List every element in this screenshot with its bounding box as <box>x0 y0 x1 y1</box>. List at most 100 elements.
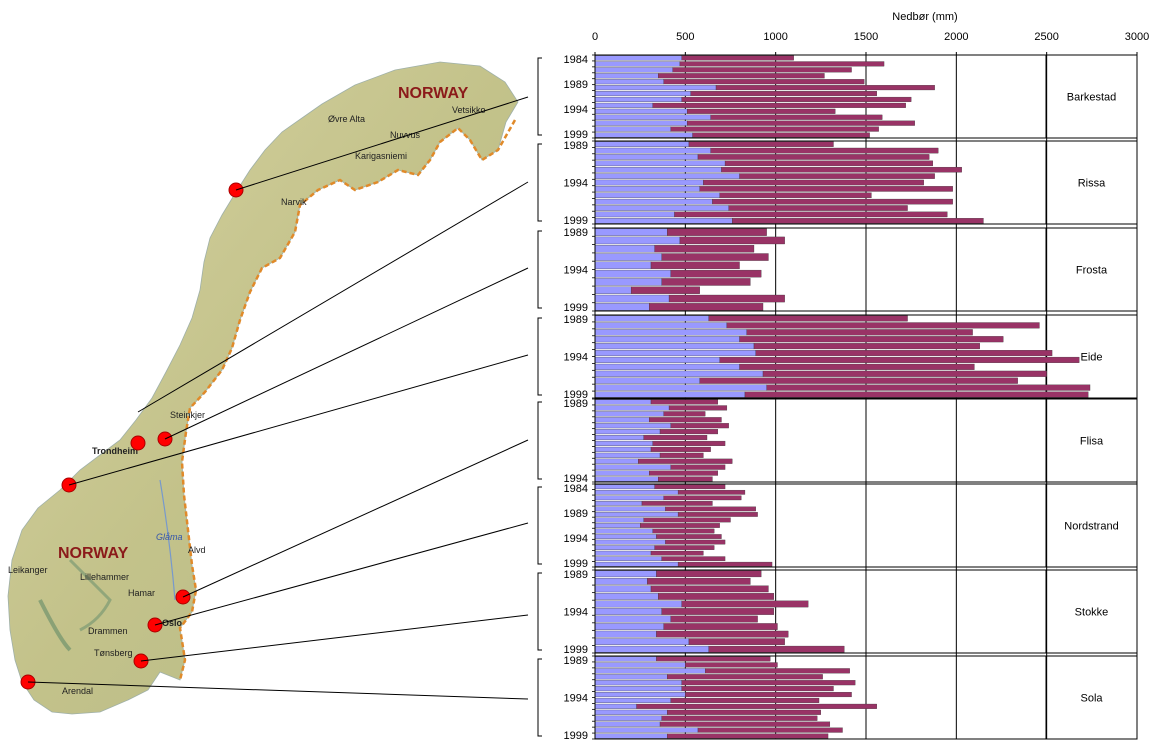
bar-upper <box>650 446 711 452</box>
bar-lower <box>594 102 653 108</box>
bar-upper <box>663 79 865 85</box>
panel-bracket <box>537 401 542 480</box>
bar-upper <box>640 523 720 528</box>
bar-upper <box>705 668 850 674</box>
bar-upper <box>656 630 789 638</box>
bar-lower <box>594 539 666 545</box>
bar-upper <box>732 218 984 224</box>
bar-upper <box>744 391 1089 398</box>
bar-lower <box>594 470 650 476</box>
bar-upper <box>649 470 719 476</box>
station-label: Frosta <box>1076 265 1108 277</box>
bar-lower <box>594 638 690 646</box>
bar-lower <box>594 245 655 253</box>
bar-upper <box>703 179 924 186</box>
place-label: Glåma <box>156 532 183 542</box>
bar-lower <box>594 440 653 446</box>
bar-lower <box>594 501 643 506</box>
bar-lower <box>594 79 664 85</box>
bar-upper <box>739 336 1004 343</box>
y-tick-label: 1994 <box>564 352 588 364</box>
bar-upper <box>699 377 1018 384</box>
x-tick-label: 2000 <box>944 31 968 43</box>
bar-lower <box>594 686 682 692</box>
place-label: Nuvvus <box>390 130 421 140</box>
bar-upper <box>659 429 719 435</box>
y-tick-label: 1989 <box>564 227 588 239</box>
bar-lower <box>594 160 726 167</box>
bar-upper <box>643 517 731 523</box>
bar-upper <box>654 545 715 550</box>
place-label: Lillehammer <box>80 572 129 582</box>
bar-upper <box>661 253 769 261</box>
bar-lower <box>594 228 668 236</box>
bar-lower <box>594 484 655 490</box>
bar-upper <box>686 108 836 114</box>
x-tick-label: 500 <box>676 31 694 43</box>
bar-upper <box>650 585 769 593</box>
bar-lower <box>594 523 641 528</box>
lake-shape <box>38 599 72 652</box>
bar-upper <box>667 228 767 236</box>
bar-lower <box>594 315 709 322</box>
bar-upper <box>746 329 973 336</box>
bar-lower <box>594 399 652 405</box>
bar-lower <box>594 446 652 452</box>
station-marker-rissa[interactable] <box>130 435 146 451</box>
bar-lower <box>594 363 740 370</box>
bar-upper <box>661 278 751 286</box>
bar-lower <box>594 91 691 97</box>
bar-upper <box>697 727 843 733</box>
station-panels: Barkestad1984198919941999Rissa1989199419… <box>537 54 1138 742</box>
y-tick-label: 1999 <box>564 302 588 314</box>
bar-upper <box>659 452 704 458</box>
bar-lower <box>594 570 657 578</box>
bar-lower <box>594 506 666 512</box>
place-label: Leikanger <box>8 565 48 575</box>
bar-upper <box>708 645 845 653</box>
bar-upper <box>663 411 706 417</box>
bar-upper <box>636 703 877 709</box>
bar-upper <box>708 315 908 322</box>
station-panel-nordstrand: Nordstrand 1984 1989 1994 1999 <box>537 483 1138 570</box>
x-tick-label: 0 <box>592 31 598 43</box>
y-tick-label: 1989 <box>564 569 588 581</box>
bar-lower <box>594 423 672 429</box>
station-label: Barkestad <box>1067 92 1117 104</box>
bar-upper <box>658 476 713 482</box>
bar-lower <box>594 384 767 391</box>
place-label: Arendal <box>62 686 93 696</box>
bar-upper <box>665 506 756 512</box>
bar-upper <box>681 96 912 102</box>
place-label: Vetsikko <box>452 105 486 115</box>
station-label: Sola <box>1080 693 1103 705</box>
connector-line <box>140 614 529 662</box>
bar-upper <box>667 733 829 739</box>
bar-upper <box>715 85 935 91</box>
bar-upper <box>672 67 852 73</box>
bar-lower <box>594 417 650 423</box>
norway-map-svg: NORWAY NORWAY Vetsikko Øvre Alta Nuvvus … <box>7 61 529 715</box>
bar-upper <box>726 322 1040 329</box>
bar-upper <box>654 245 755 253</box>
bar-upper <box>679 61 885 67</box>
bar-lower <box>594 600 682 608</box>
station-label: Flisa <box>1080 436 1104 448</box>
y-tick-label: 1989 <box>564 398 588 410</box>
bar-upper <box>755 350 1053 357</box>
y-tick-label: 1994 <box>564 607 588 619</box>
bar-upper <box>661 608 775 615</box>
place-label: Trondheim <box>92 446 138 456</box>
bar-lower <box>594 269 672 278</box>
bar-lower <box>594 343 755 350</box>
bar-upper <box>728 205 908 211</box>
bar-lower <box>594 489 679 495</box>
bar-upper <box>652 102 906 108</box>
bar-lower <box>594 218 733 224</box>
bar-lower <box>594 630 657 638</box>
connector-line <box>164 267 529 440</box>
station-label: Eide <box>1080 352 1102 364</box>
bar-lower <box>594 179 704 186</box>
